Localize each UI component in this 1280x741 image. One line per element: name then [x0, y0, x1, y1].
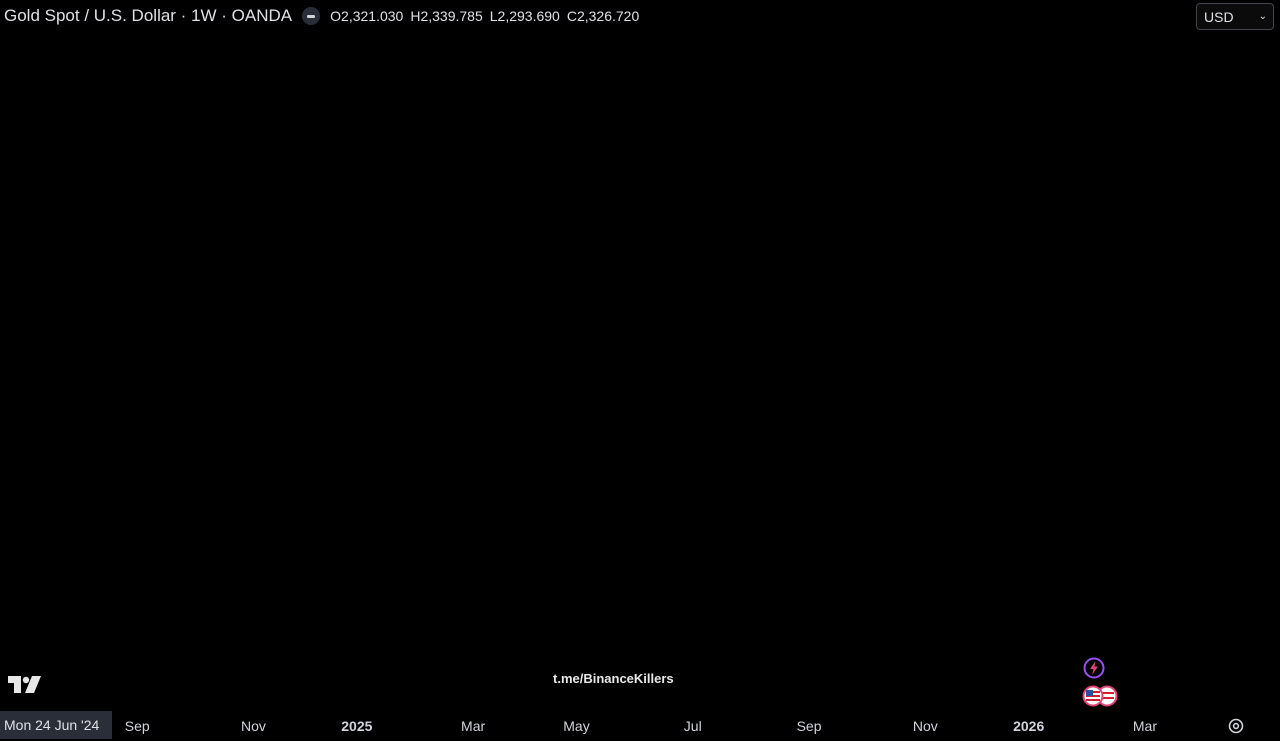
x-tick-label-3: Mar [461, 718, 485, 734]
ohlc-close: C2,326.720 [566, 8, 640, 24]
x-axis-hover-date: Mon 24 Jun '24 [0, 711, 112, 739]
x-tick-label-0: Sep [125, 718, 150, 734]
bolt-icon[interactable] [1083, 657, 1105, 684]
settings-icon[interactable] [1227, 717, 1245, 740]
flags-icon[interactable] [1081, 685, 1119, 712]
x-tick-label-9: Mar [1133, 718, 1157, 734]
currency-label: USD [1204, 8, 1234, 25]
symbol-title[interactable]: Gold Spot / U.S. Dollar · 1W · OANDA [4, 6, 293, 25]
x-tick-label-5: Jul [684, 718, 702, 734]
x-tick-label-4: May [563, 718, 589, 734]
ohlc-low: L2,293.690 [489, 8, 560, 24]
tradingview-logo-icon[interactable] [8, 676, 42, 699]
hide-legend-icon[interactable] [302, 7, 321, 25]
x-tick-label-2: 2025 [341, 718, 372, 734]
currency-select[interactable]: USD ⌄ [1196, 3, 1274, 30]
x-tick-label-6: Sep [797, 718, 822, 734]
x-tick-label-1: Nov [241, 718, 266, 734]
watermark-text: t.me/BinanceKillers [553, 671, 674, 686]
ohlc-open: O2,321.030 [330, 8, 404, 24]
x-tick-label-8: 2026 [1013, 718, 1044, 734]
ohlc-high: H2,339.785 [410, 8, 483, 24]
chevron-down-icon: ⌄ [1258, 11, 1267, 22]
x-tick-label-7: Nov [913, 718, 938, 734]
chart-header: Gold Spot / U.S. Dollar · 1W · OANDA O2,… [4, 5, 646, 27]
